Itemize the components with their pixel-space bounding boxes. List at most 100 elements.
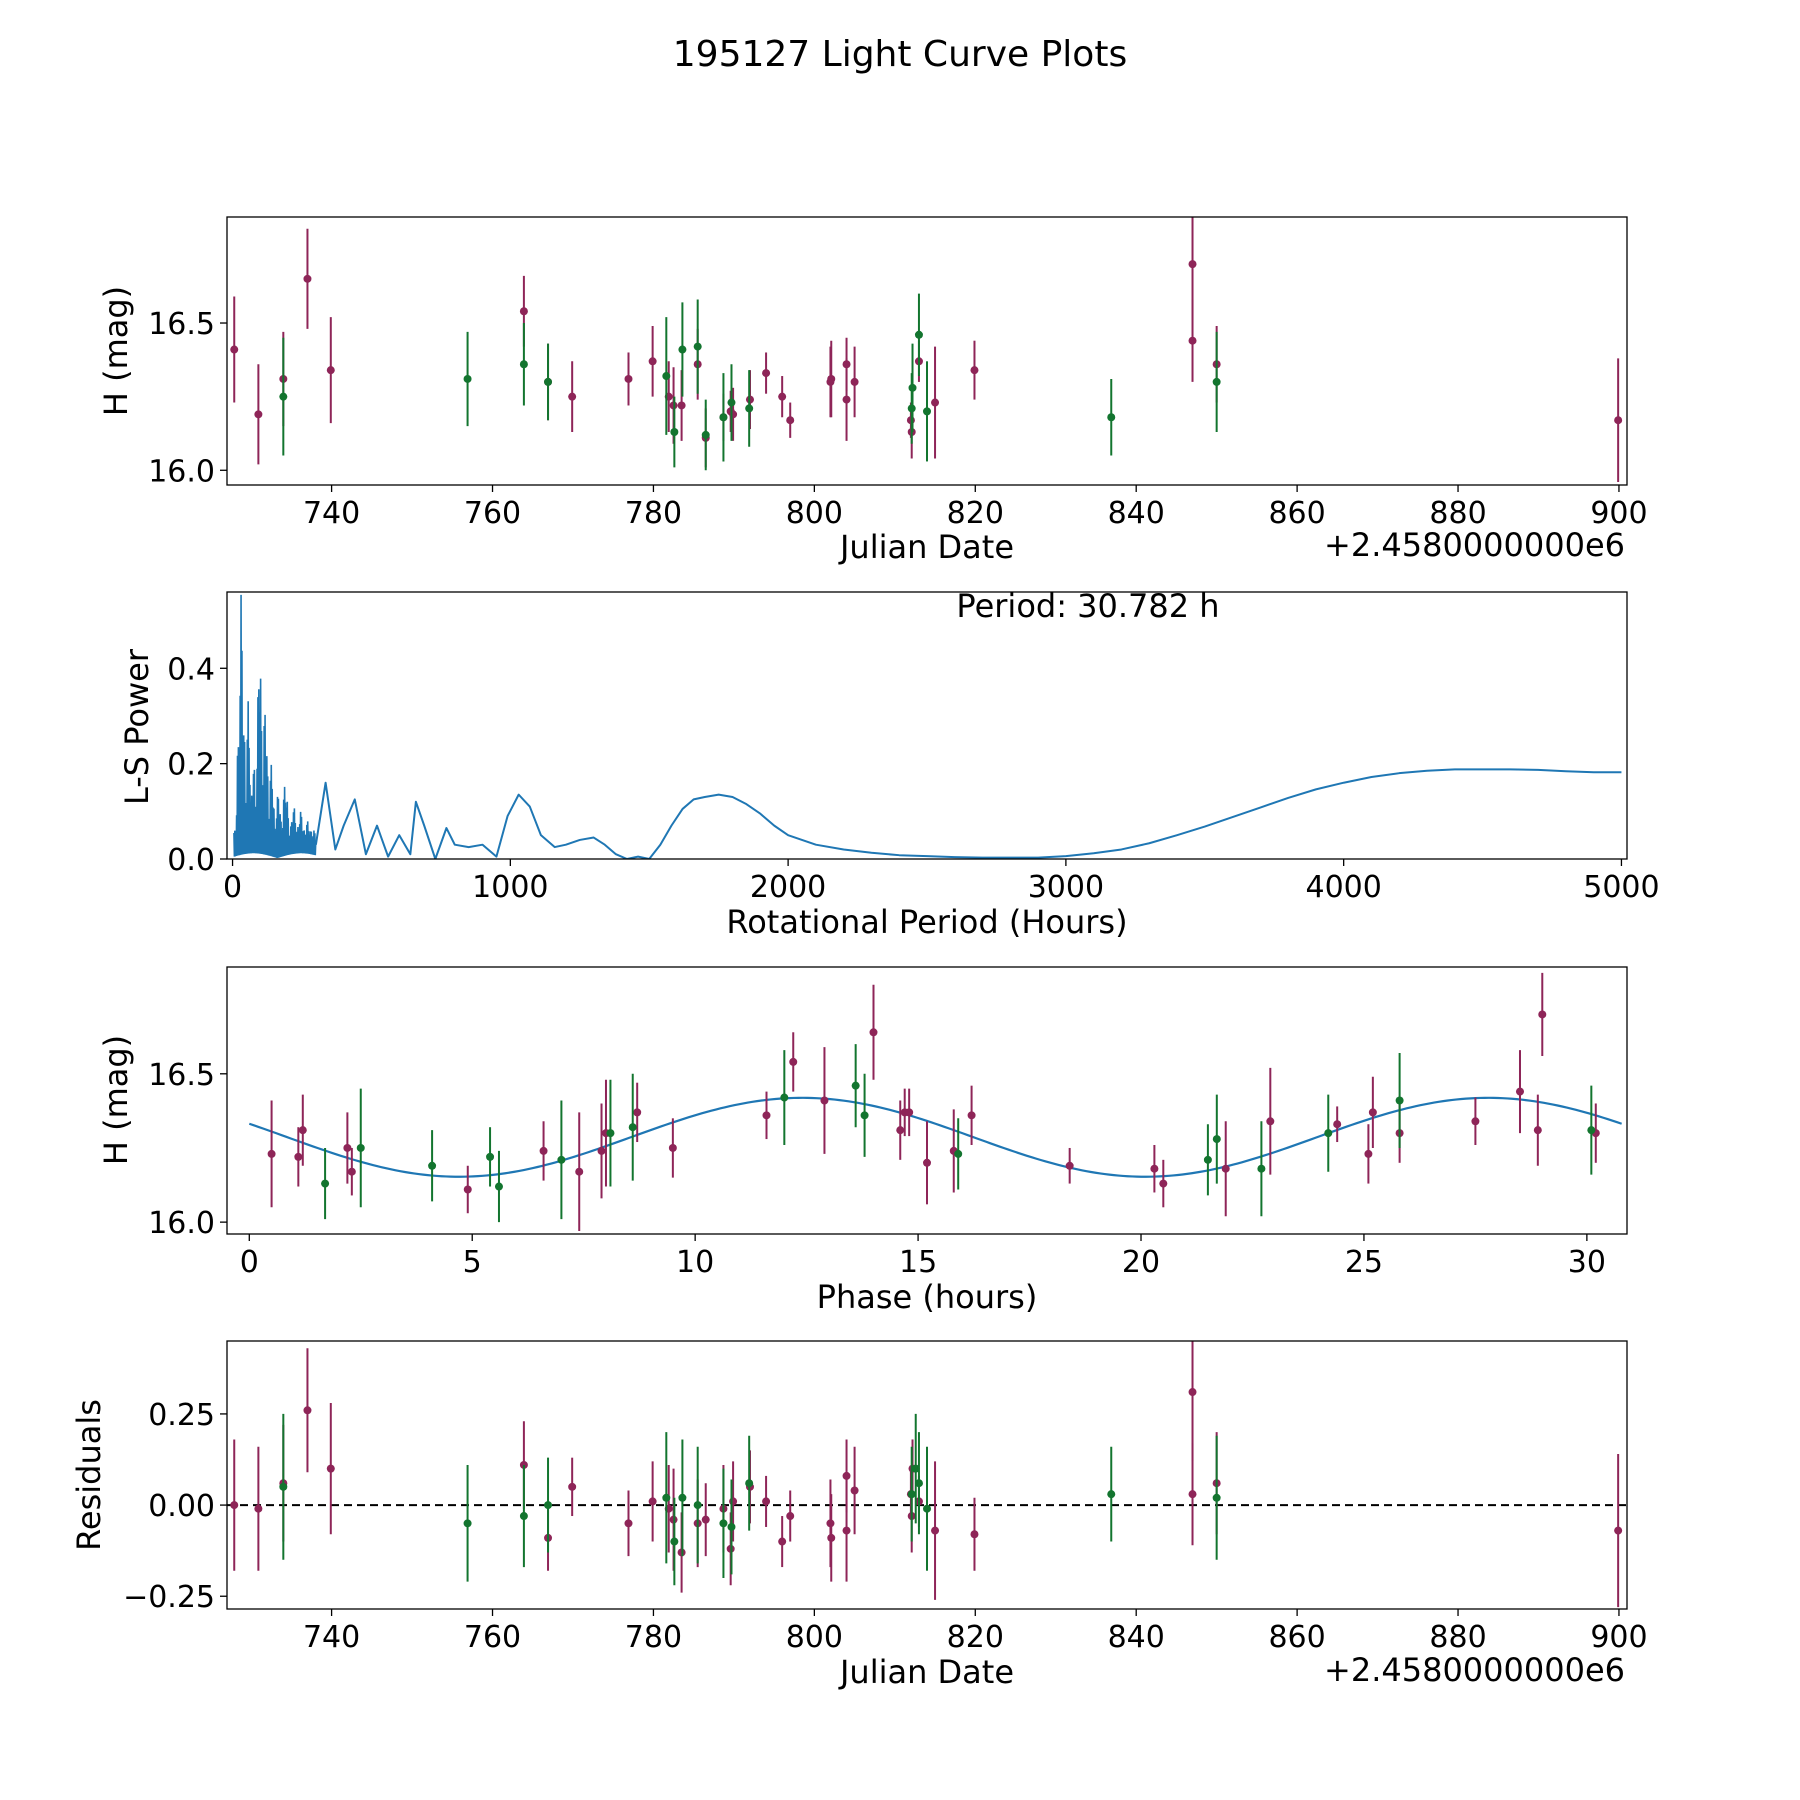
lightcurve-offset-text: +2.4580000000e6 <box>1324 526 1625 564</box>
series_a-data-point <box>1533 1126 1542 1135</box>
series_a-data-point <box>762 1111 771 1120</box>
series_a-data-point <box>778 1537 787 1546</box>
series_b-data-point <box>279 1482 288 1491</box>
lightcurve-plot-area <box>230 217 1623 483</box>
residuals-ticks: 740 760 780 800 820 840 860 880 900 −0.25 0.00 0.25 <box>123 1398 1648 1655</box>
x-tick-label: 2000 <box>750 870 826 905</box>
x-tick-label: 20 <box>1122 1245 1160 1280</box>
series_a-data-point <box>842 1526 851 1535</box>
series_a-data-point <box>539 1146 548 1155</box>
series_a-data-point <box>778 392 787 401</box>
series_b-data-point <box>914 330 923 339</box>
lightcurve-ticks: 740 760 780 800 820 840 860 880 900 16.0 16.5 <box>148 307 1647 531</box>
series_b-data-point <box>908 383 917 392</box>
residuals-panel: 740 760 780 800 820 840 860 880 900 −0.25 0.00 0.25… <box>70 1340 1648 1691</box>
x-tick-label: 900 <box>1590 496 1647 531</box>
series_b-data-point <box>745 404 754 413</box>
x-tick-label: 840 <box>1108 1620 1165 1655</box>
x-tick-label: 760 <box>464 496 521 531</box>
x-tick-label: 740 <box>303 496 360 531</box>
series_a-data-point <box>786 416 795 425</box>
series_b-data-point <box>1212 1493 1221 1502</box>
phased-axes-frame <box>226 966 1628 1235</box>
series_a-data-point <box>970 366 979 375</box>
series_a-data-point <box>762 1497 771 1506</box>
x-tick-label: 740 <box>303 1620 360 1655</box>
series_a-data-point <box>1471 1117 1480 1126</box>
series_b-data-point <box>463 374 472 383</box>
series_b-data-point <box>670 427 679 436</box>
periodogram-y-label: L-S Power <box>118 648 156 805</box>
y-tick-label: 16.0 <box>148 1206 215 1241</box>
series_a-data-point <box>267 1149 276 1158</box>
plot-clip-group <box>233 594 1622 859</box>
series_a-data-point <box>303 1406 312 1415</box>
x-tick-label: 860 <box>1268 496 1325 531</box>
series_a-data-point <box>820 1096 829 1105</box>
series_a-data-point <box>827 374 836 383</box>
x-tick-label: 800 <box>786 496 843 531</box>
x-tick-label: 3000 <box>1028 870 1104 905</box>
phased-ticks: 0 5 10 15 20 25 30 16.0 16.5 <box>148 1058 1606 1280</box>
x-tick-label: 760 <box>464 1620 521 1655</box>
series_b-data-point <box>678 345 687 354</box>
series_b-data-point <box>923 407 931 416</box>
series_b-data-point <box>911 1464 920 1473</box>
x-tick-label: 5000 <box>1583 870 1659 905</box>
series_a-data-point <box>869 1028 878 1037</box>
y-tick-label: 16.5 <box>148 307 215 342</box>
residuals-offset-text: +2.4580000000e6 <box>1324 1651 1625 1689</box>
series_a-data-point <box>842 1471 851 1480</box>
phased-panel: 0 5 10 15 20 25 30 16.0 16.5 Phase (hours) H (ma… <box>97 966 1628 1316</box>
series_b-data-point <box>662 372 671 381</box>
series_a-data-point <box>931 1526 940 1535</box>
series_b-data-point <box>1257 1164 1266 1173</box>
series_b-data-point <box>693 1501 702 1510</box>
series_a-data-point <box>624 374 633 383</box>
series_a-data-point <box>326 1464 335 1473</box>
model-fit-curve <box>248 1096 1623 1178</box>
series_a-data-point <box>786 1512 795 1521</box>
series_a-data-point <box>1221 1164 1230 1173</box>
y-tick-label: −0.25 <box>123 1580 215 1615</box>
periodogram-x-label: Rotational Period (Hours) <box>726 903 1127 941</box>
x-tick-label: 800 <box>786 1620 843 1655</box>
series_b-data-point <box>519 360 528 369</box>
x-tick-label: 0 <box>240 1245 259 1280</box>
series_a-data-point <box>1065 1161 1074 1170</box>
series_a-data-point <box>624 1519 633 1528</box>
series_b-data-point <box>606 1129 615 1138</box>
phased-plot-area <box>248 972 1623 1232</box>
series_b-data-point <box>719 413 728 422</box>
series_b-data-point <box>1395 1096 1404 1105</box>
series_a-data-point <box>905 1108 914 1117</box>
series_b-data-point <box>701 430 710 439</box>
series_a-data-point <box>701 1515 710 1524</box>
periodogram-plot-area <box>233 594 1622 859</box>
series_a-data-point <box>1515 1087 1524 1096</box>
residuals-y-label: Residuals <box>70 1399 108 1551</box>
series_b-data-point <box>486 1152 495 1161</box>
y-tick-label: 0.2 <box>167 748 215 783</box>
series_b-data-point <box>662 1493 671 1502</box>
series_a-data-point <box>729 1497 738 1506</box>
x-tick-label: 780 <box>625 496 682 531</box>
series_a-data-point <box>1538 1010 1547 1019</box>
series_b-data-point <box>719 1519 728 1528</box>
series_a-data-point <box>1150 1164 1159 1173</box>
series_b-data-point <box>693 342 702 351</box>
series_a-data-point <box>254 410 263 419</box>
series_a-data-point <box>303 274 312 283</box>
series_a-data-point <box>931 398 940 407</box>
lightcurve-x-label: Julian Date <box>838 528 1014 566</box>
series_b-data-point <box>727 1522 736 1531</box>
series_a-data-point <box>1368 1108 1377 1117</box>
series_b-data-point <box>678 1493 687 1502</box>
series_a-data-point <box>254 1504 263 1513</box>
series_a-data-point <box>1614 1526 1623 1535</box>
series_b-data-point <box>428 1161 437 1170</box>
residuals-plot-area <box>227 1341 1627 1608</box>
series_a-data-point <box>597 1146 606 1155</box>
